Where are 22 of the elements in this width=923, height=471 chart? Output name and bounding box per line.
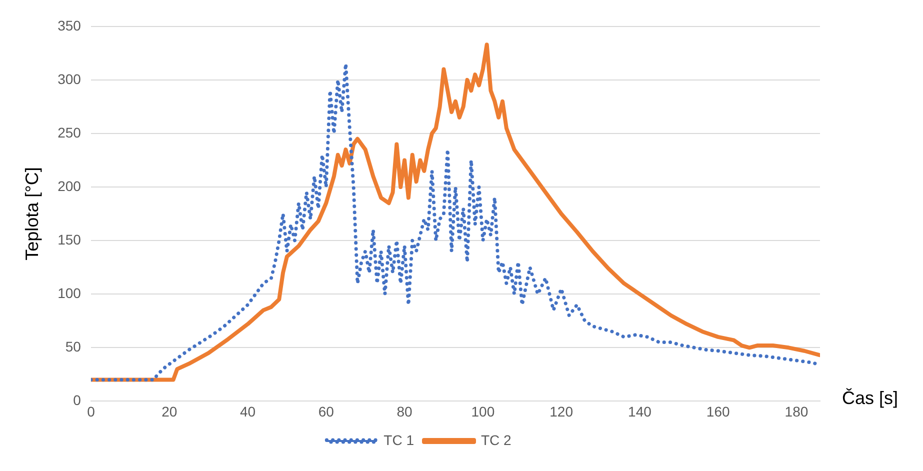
legend-label: TC 1 [384,432,414,448]
x-tick-label: 140 [628,403,652,420]
x-axis-title: Čas [s] [842,388,898,408]
y-axis-title: Teplota [°C] [22,167,42,260]
legend-label: TC 2 [481,432,512,448]
x-tick-label: 160 [706,403,730,420]
x-tick-label: 180 [784,403,808,420]
x-tick-label: 80 [396,403,413,420]
y-tick-label: 300 [58,70,82,87]
y-tick-label: 0 [73,392,82,408]
y-tick-label: 200 [58,178,82,194]
y-tick-label: 350 [58,17,82,34]
y-tick-label: 250 [58,124,82,140]
x-tick-label: 20 [162,403,178,420]
y-tick-label: 100 [58,284,82,301]
y-tick-label: 50 [65,338,82,355]
x-tick-label: 60 [318,403,334,420]
y-tick-label: 150 [58,231,82,248]
x-tick-label: 40 [240,403,256,420]
x-tick-label: 100 [471,403,495,420]
x-tick-label: 120 [550,403,574,420]
x-tick-label: 0 [87,403,96,420]
